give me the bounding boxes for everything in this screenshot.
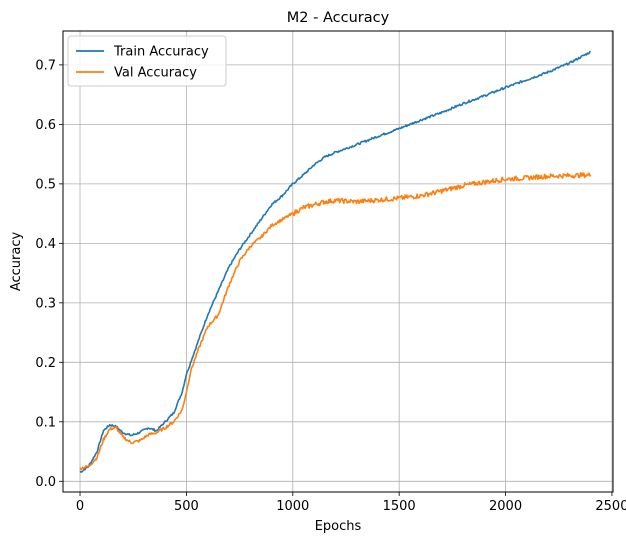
y-tick-label: 0.1 bbox=[35, 415, 56, 430]
axes-frame bbox=[62, 30, 614, 493]
y-tick-label: 0.3 bbox=[35, 296, 56, 311]
y-axis-ticks: 0.0 0.1 0.2 0.3 0.4 0.5 0.6 0.7 bbox=[35, 58, 63, 490]
series-line-val-accuracy bbox=[79, 172, 592, 471]
x-tick-label: 1000 bbox=[276, 499, 309, 514]
legend: Train Accuracy Val Accuracy bbox=[67, 35, 227, 87]
legend-label: Train Accuracy bbox=[113, 45, 209, 60]
x-tick-label: 500 bbox=[174, 499, 199, 514]
grid bbox=[63, 31, 613, 492]
x-axis-label: Epochs bbox=[315, 519, 362, 534]
series-lines bbox=[79, 50, 592, 473]
y-tick-label: 0.7 bbox=[35, 58, 56, 73]
y-tick-label: 0.0 bbox=[35, 475, 56, 490]
plot-area bbox=[63, 31, 613, 492]
x-axis-ticks: 0 500 1000 1500 2000 2500 bbox=[76, 492, 626, 514]
legend-label: Val Accuracy bbox=[114, 66, 197, 81]
y-tick-label: 0.5 bbox=[35, 177, 56, 192]
y-tick-label: 0.6 bbox=[35, 118, 56, 133]
chart-title: M2 - Accuracy bbox=[287, 10, 390, 26]
series-line-train-accuracy bbox=[79, 50, 591, 473]
y-tick-label: 0.4 bbox=[35, 237, 56, 252]
y-tick-label: 0.2 bbox=[35, 356, 56, 371]
y-axis-label: Accuracy bbox=[9, 232, 24, 292]
x-tick-label: 0 bbox=[76, 499, 84, 514]
x-tick-label: 2500 bbox=[595, 499, 626, 514]
x-tick-label: 2000 bbox=[489, 499, 522, 514]
legend-box bbox=[67, 35, 227, 87]
x-tick-label: 1500 bbox=[383, 499, 416, 514]
